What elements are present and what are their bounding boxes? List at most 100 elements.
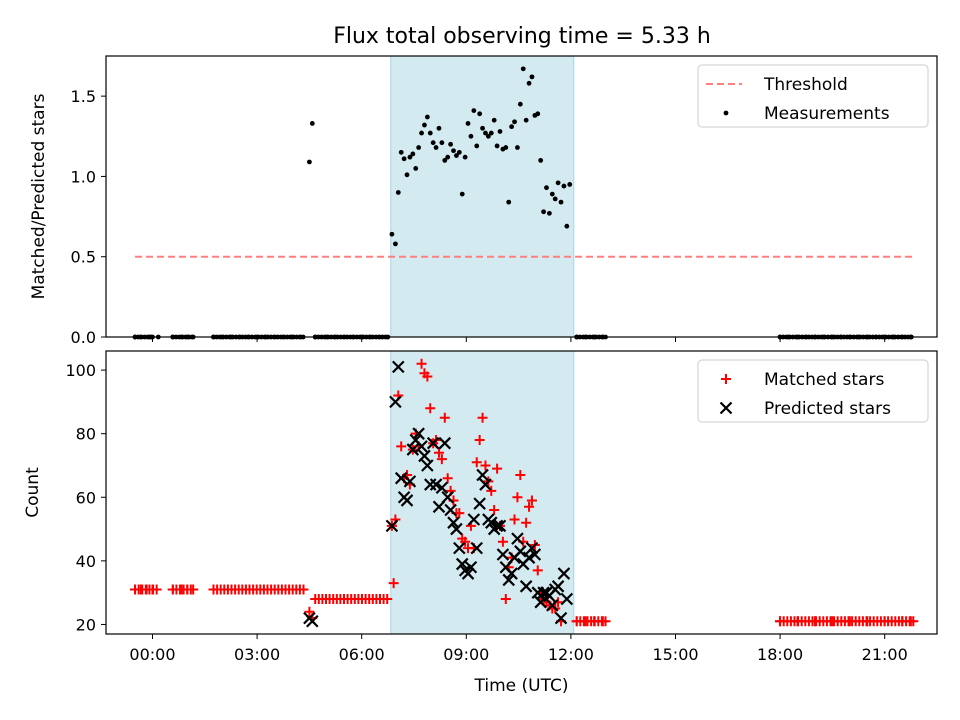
matched-star-point [597,616,608,627]
measurement-point [389,231,395,237]
predicted-star-point [511,532,524,545]
bottom-axes-frame [105,350,938,635]
matched-star-point [521,517,532,528]
y-tick-label: 1.0 [71,167,96,186]
measurement-point [567,182,573,187]
measurement-point [561,183,567,189]
predicted-star-point [470,541,484,555]
chart-title: Flux total observing time = 5.33 h [333,24,711,49]
bottom-x-ticks: 00:00 03:00 06:00 09:00 12:00 15:00 18:00 21:00 [129,634,908,664]
predicted-star-point [551,580,565,593]
matched-star-point [509,514,520,525]
matched-star-point [454,508,465,519]
measurement-point [413,166,419,171]
bottom-legend: Matched stars Predicted stars [697,359,929,423]
predicted-star-point [461,567,475,580]
matched-star-point [382,594,393,605]
measurement-point [480,125,485,131]
bottom-y-axis-label: Count [23,467,43,518]
predicted-star-point [464,560,478,574]
measurement-point [454,153,459,158]
measurement-point [459,191,465,197]
x-tick-label: 18:00 [757,645,803,664]
measurement-point [451,148,456,154]
predicted-star-point [435,481,449,495]
measurement-point [462,154,468,160]
measurement-point [471,108,477,113]
predicted-star-point [412,427,425,440]
predicted-star-point [455,557,469,571]
y-tick-label: 0.0 [71,328,96,347]
measurement-point [515,145,520,150]
legend-box [697,64,929,128]
measurement-point [439,140,445,146]
measurement-point [306,159,312,165]
matched-star-point [304,606,315,617]
predicted-star-point [554,611,568,625]
matched-star-point [147,584,158,595]
matched-star-point [489,504,500,515]
matched-star-point [500,594,511,605]
top-legend: Threshold Measurements [697,64,929,128]
matched-star-point [879,616,890,627]
predicted-star-point [525,541,539,555]
top-axes-frame [105,55,938,338]
observing-window-bottom [390,350,575,635]
x-tick-label: 06:00 [339,645,385,664]
predicted-star-point [479,478,492,491]
x-tick-label: 15:00 [652,645,698,664]
measurement-point [564,223,570,229]
y-tick-label: 0.5 [71,248,96,267]
measurement-point [497,129,503,134]
measurement-point [427,130,433,136]
predicted-star-point [473,497,486,510]
measurement-point [512,119,517,125]
legend-label: Threshold [763,75,848,95]
top-x-ticks [151,337,886,342]
matched-star-point [580,616,591,627]
y-tick-label: 20 [76,615,96,634]
matched-star-point [474,435,485,446]
matched-star-point [497,536,508,547]
predicted-star-point [560,592,574,606]
predicted-star-point [528,548,542,561]
y-tick-label: 40 [76,552,96,571]
legend-label: Matched stars [764,370,884,390]
matched-star-point [526,495,537,506]
matched-star-point [188,584,199,595]
legend-measurement-swatch [723,110,729,116]
matched-star-point [471,457,482,468]
predicted-star-point [522,551,536,564]
top-y-ticks: 0.0 0.5 1.0 1.5 [71,87,106,347]
predicted-star-point [406,443,420,456]
predicted-star-point [385,519,399,533]
matched-star-point [809,616,820,627]
matched-star-point [460,536,471,547]
observing-window-top [390,55,575,338]
matched-stars-series [130,358,919,627]
matched-star-point [524,501,535,512]
predicted-star-point [476,468,489,482]
measurement-point [523,117,529,123]
matched-star-point [298,584,309,595]
x-tick-label: 00:00 [129,645,175,664]
measurement-point [488,130,494,136]
predicted-star-point [441,490,454,504]
x-axis-label: Time (UTC) [474,676,569,696]
predicted-star-point [415,440,428,453]
x-tick-label: 12:00 [548,645,594,664]
measurement-point [483,130,488,136]
predicted-star-point [493,519,507,533]
matched-star-point [589,616,600,627]
measurement-point [477,111,483,117]
predicted-star-point [537,586,550,599]
measurement-point [448,141,454,147]
measurement-point [404,172,410,178]
predicted-star-point [450,522,463,536]
x-tick-label: 03:00 [234,645,280,664]
y-tick-label: 60 [76,488,96,507]
matched-star-point [388,578,399,589]
predicted-star-point [514,545,527,558]
predicted-star-point [485,516,498,529]
